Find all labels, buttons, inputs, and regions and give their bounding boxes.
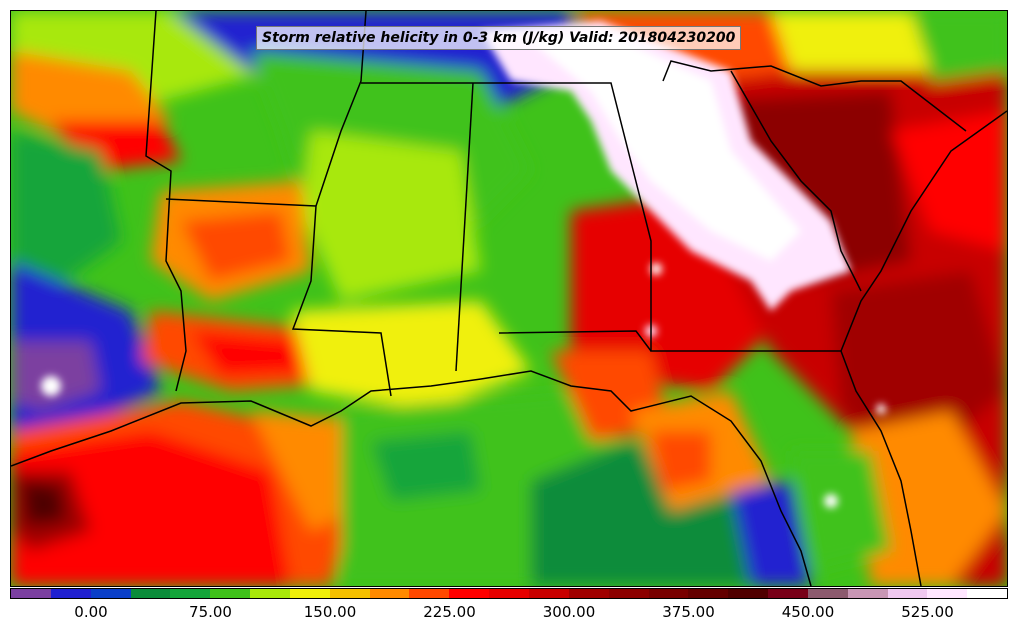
- state-boundaries: [11, 11, 1007, 586]
- colorbar-swatch: [250, 589, 290, 598]
- map-canvas: [11, 11, 1007, 586]
- colorbar-swatch: [608, 589, 649, 598]
- colorbar-tick-label: 75.00: [189, 603, 232, 621]
- colorbar-swatch: [409, 589, 450, 598]
- colorbar: [10, 588, 1008, 599]
- colorbar-swatch: [768, 589, 808, 598]
- colorbar-swatch: [11, 589, 51, 598]
- map-title: Storm relative helicity in 0-3 km (J/kg)…: [256, 26, 742, 50]
- colorbar-swatch: [50, 589, 91, 598]
- colorbar-swatch: [728, 589, 769, 598]
- high-helicity-blob: [41, 21, 886, 508]
- colorbar-swatch: [90, 589, 131, 598]
- colorbar-swatch: [648, 589, 689, 598]
- colorbar-tick-label: 375.00: [662, 603, 715, 621]
- helicity-map: Storm relative helicity in 0-3 km (J/kg)…: [10, 10, 1008, 587]
- colorbar-swatch: [528, 589, 569, 598]
- colorbar-swatch: [568, 589, 609, 598]
- colorbar-swatch: [449, 589, 490, 598]
- colorbar-swatch: [688, 589, 729, 598]
- colorbar-swatch: [887, 589, 928, 598]
- colorbar-swatch: [130, 589, 171, 598]
- colorbar-tick-label: 450.00: [781, 603, 835, 621]
- colorbar-swatch: [847, 589, 888, 598]
- colorbar-tick-label: 300.00: [542, 603, 596, 621]
- colorbar-swatch: [289, 589, 330, 598]
- colorbar-tick-label: 150.00: [303, 603, 357, 621]
- colorbar-swatch: [369, 589, 410, 598]
- colorbar-swatch: [927, 589, 968, 598]
- colorbar-tick-label: 0.00: [74, 603, 108, 621]
- colorbar-swatch: [170, 589, 211, 598]
- colorbar-swatch: [807, 589, 848, 598]
- colorbar-swatch: [329, 589, 370, 598]
- colorbar-swatch: [210, 589, 251, 598]
- colorbar-swatch: [489, 589, 529, 598]
- colorbar-tick-labels: 0.00 75.00 150.00 225.00 300.00 375.00 450.00 5…: [10, 603, 1008, 623]
- colorbar-tick-label: 525.00: [901, 603, 954, 621]
- colorbar-swatch: [967, 589, 1008, 598]
- colorbar-tick-label: 225.00: [423, 603, 476, 621]
